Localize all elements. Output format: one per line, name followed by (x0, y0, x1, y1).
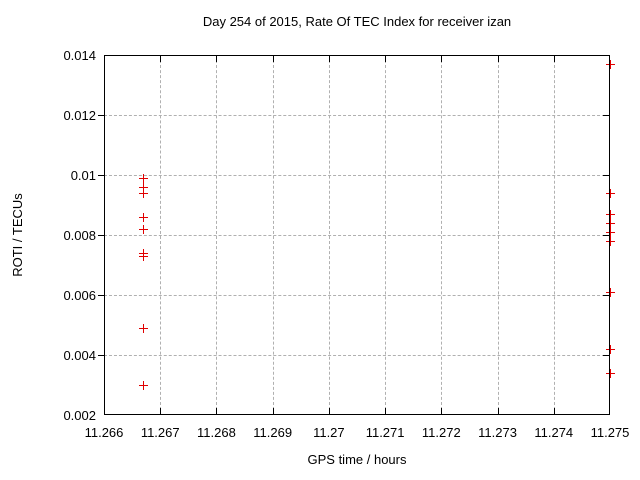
plot-area (98, 55, 615, 415)
x-tick-mark (160, 56, 162, 62)
y-tick-mark (98, 235, 104, 236)
x-tick-mark (553, 408, 555, 414)
x-tick-label: 11.272 (421, 425, 461, 440)
y-tick-mark (98, 355, 104, 356)
y-axis-label: ROTI / TECUs (10, 193, 25, 277)
y-tick-label: 0.012 (63, 108, 96, 123)
h-gridline (104, 295, 610, 296)
h-gridline (104, 235, 610, 236)
y-tick-label: 0.004 (63, 348, 96, 363)
x-tick-mark (497, 56, 499, 62)
x-tick-mark (385, 408, 387, 414)
data-point-marker (605, 344, 615, 354)
y-tick-mark (603, 115, 609, 116)
x-tick-mark (160, 408, 162, 414)
y-tick-label: 0.014 (63, 48, 96, 63)
x-tick-mark (441, 408, 443, 414)
x-tick-mark (216, 56, 218, 62)
x-tick-mark (328, 408, 330, 414)
x-tick-label: 11.275 (590, 425, 630, 440)
x-tick-label: 11.269 (253, 425, 293, 440)
y-tick-label: 0.008 (63, 228, 96, 243)
data-point-marker (605, 236, 615, 246)
data-point-marker (605, 287, 615, 297)
h-gridline (104, 355, 610, 356)
chart-title: Day 254 of 2015, Rate Of TEC Index for r… (202, 14, 512, 29)
x-axis-label: GPS time / hours (307, 452, 407, 467)
h-gridline (104, 175, 610, 176)
x-tick-mark (385, 56, 387, 62)
y-tick-mark (98, 295, 104, 296)
y-tick-mark (98, 115, 104, 116)
y-tick-mark (98, 175, 104, 176)
data-point-marker (605, 209, 615, 219)
data-point-marker (138, 224, 148, 234)
x-tick-label: 11.27 (313, 425, 345, 440)
x-tick-mark (553, 56, 555, 62)
x-tick-mark (328, 56, 330, 62)
data-point-marker (138, 188, 148, 198)
y-tick-mark (603, 355, 609, 356)
data-point-marker (138, 212, 148, 222)
y-tick-label: 0.01 (70, 168, 96, 183)
x-tick-label: 11.273 (478, 425, 517, 440)
data-point-marker (138, 173, 148, 183)
x-tick-mark (272, 56, 274, 62)
y-tick-label: 0.002 (63, 408, 96, 423)
x-tick-mark (216, 408, 218, 414)
x-tick-mark (441, 56, 443, 62)
h-gridline (104, 115, 610, 116)
plot-border (104, 55, 610, 415)
data-point-marker (605, 59, 615, 69)
data-point-marker (605, 188, 615, 198)
data-point-marker (138, 380, 148, 390)
data-point-marker (605, 218, 615, 228)
y-tick-mark (603, 175, 609, 176)
data-point-marker (605, 368, 615, 378)
y-tick-mark (603, 295, 609, 296)
x-tick-label: 11.271 (365, 425, 405, 440)
x-tick-label: 11.274 (534, 425, 574, 440)
y-tick-label: 0.006 (63, 288, 96, 303)
y-tick-mark (603, 235, 609, 236)
x-tick-label: 11.267 (140, 425, 180, 440)
x-tick-mark (497, 408, 499, 414)
data-point-marker (605, 227, 615, 237)
x-tick-label: 11.268 (197, 425, 236, 440)
x-tick-label: 11.266 (84, 425, 124, 440)
data-point-marker (138, 182, 148, 192)
data-point-marker (138, 323, 148, 333)
x-tick-mark (272, 408, 274, 414)
data-point-marker (138, 251, 148, 261)
